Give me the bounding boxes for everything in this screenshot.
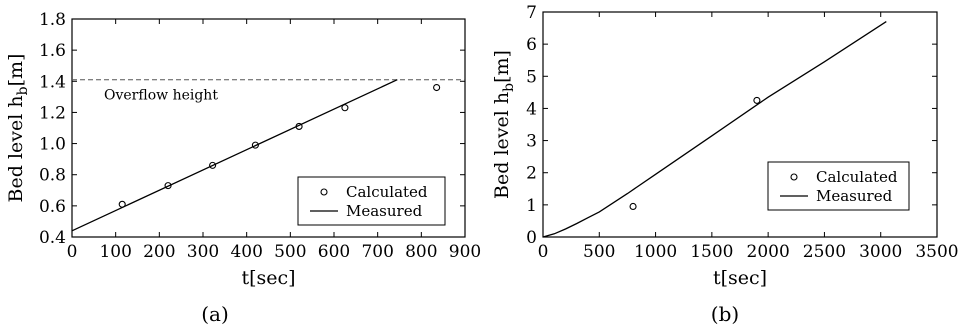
x-tick-label: 3000 (859, 242, 902, 262)
y-tick-label: 1.4 (39, 72, 66, 92)
x-tick-label: 3500 (915, 242, 958, 262)
series-line-measured (71, 79, 398, 232)
x-tick-label: 900 (449, 242, 481, 262)
x-tick-label: 1000 (634, 242, 677, 262)
overflow-height-label: Overflow height (104, 88, 218, 104)
x-tick-label: 200 (143, 242, 175, 262)
data-point-calculated (433, 83, 441, 92)
panel-label: (b) (711, 302, 739, 326)
y-axis-label: Bed level hb[m] (491, 50, 517, 199)
y-tick-label: 0 (526, 228, 537, 248)
legend-box (297, 176, 446, 226)
y-tick-label: 6 (526, 35, 537, 55)
data-point-calculated (753, 96, 761, 104)
y-tick-label: 1.2 (39, 103, 66, 123)
x-tick-label: 300 (187, 242, 219, 262)
legend-entry-label: Measured (816, 187, 893, 205)
y-tick-label: 0.6 (39, 197, 66, 217)
legend-swatch-circle (320, 188, 328, 196)
x-tick-label: 500 (583, 242, 615, 262)
y-tick-label: 2 (526, 164, 537, 184)
y-tick-label: 1.8 (39, 10, 66, 30)
y-tick-label: 7 (526, 3, 537, 23)
y-tick-label: 1 (526, 196, 537, 216)
y-tick-label: 5 (526, 67, 537, 87)
plot-frame (71, 18, 466, 238)
x-tick-label: 600 (318, 242, 350, 262)
plot-frame (542, 11, 938, 238)
x-tick-label: 800 (405, 242, 437, 262)
series-line-measured (542, 21, 887, 238)
x-tick-label: 2500 (803, 242, 846, 262)
x-tick-label: 0 (67, 242, 78, 262)
y-tick-label: 4 (526, 99, 537, 119)
x-tick-label: 2000 (747, 242, 790, 262)
chart-panel-a: 0 100 200 300 400 500 600 700 800 900 0.4 0.6 0.8 1.0… (5, 10, 481, 326)
y-tick-label: 0.8 (39, 166, 66, 186)
legend-box (767, 161, 910, 211)
legend-entry-label: Calculated (816, 168, 898, 186)
legend-entry-label: Calculated (346, 183, 428, 201)
y-tick-label: 3 (526, 132, 537, 152)
x-tick-label: 700 (361, 242, 393, 262)
x-tick-label: 100 (99, 242, 131, 262)
legend-entry-label: Measured (346, 202, 423, 220)
x-axis-label: t[sec] (713, 267, 767, 289)
panel-label: (a) (201, 302, 229, 326)
x-tick-label: 1500 (690, 242, 733, 262)
y-tick-label: 0.4 (39, 228, 66, 248)
x-axis-label: t[sec] (241, 267, 295, 289)
y-axis-label: Bed level hb[m] (5, 54, 31, 203)
y-tick-label: 1.0 (39, 135, 66, 155)
data-point-calculated (629, 202, 637, 211)
chart-panel-b: 0 500 1000 1500 2000 2500 3000 3500 0 1 2 3 4 5 6 7 Calc… (491, 3, 959, 326)
x-tick-label: 400 (230, 242, 262, 262)
data-point-calculated (341, 104, 349, 112)
x-tick-label: 0 (538, 242, 549, 262)
legend-swatch-circle (790, 173, 798, 181)
y-tick-label: 1.6 (39, 41, 66, 61)
x-tick-label: 500 (274, 242, 306, 262)
